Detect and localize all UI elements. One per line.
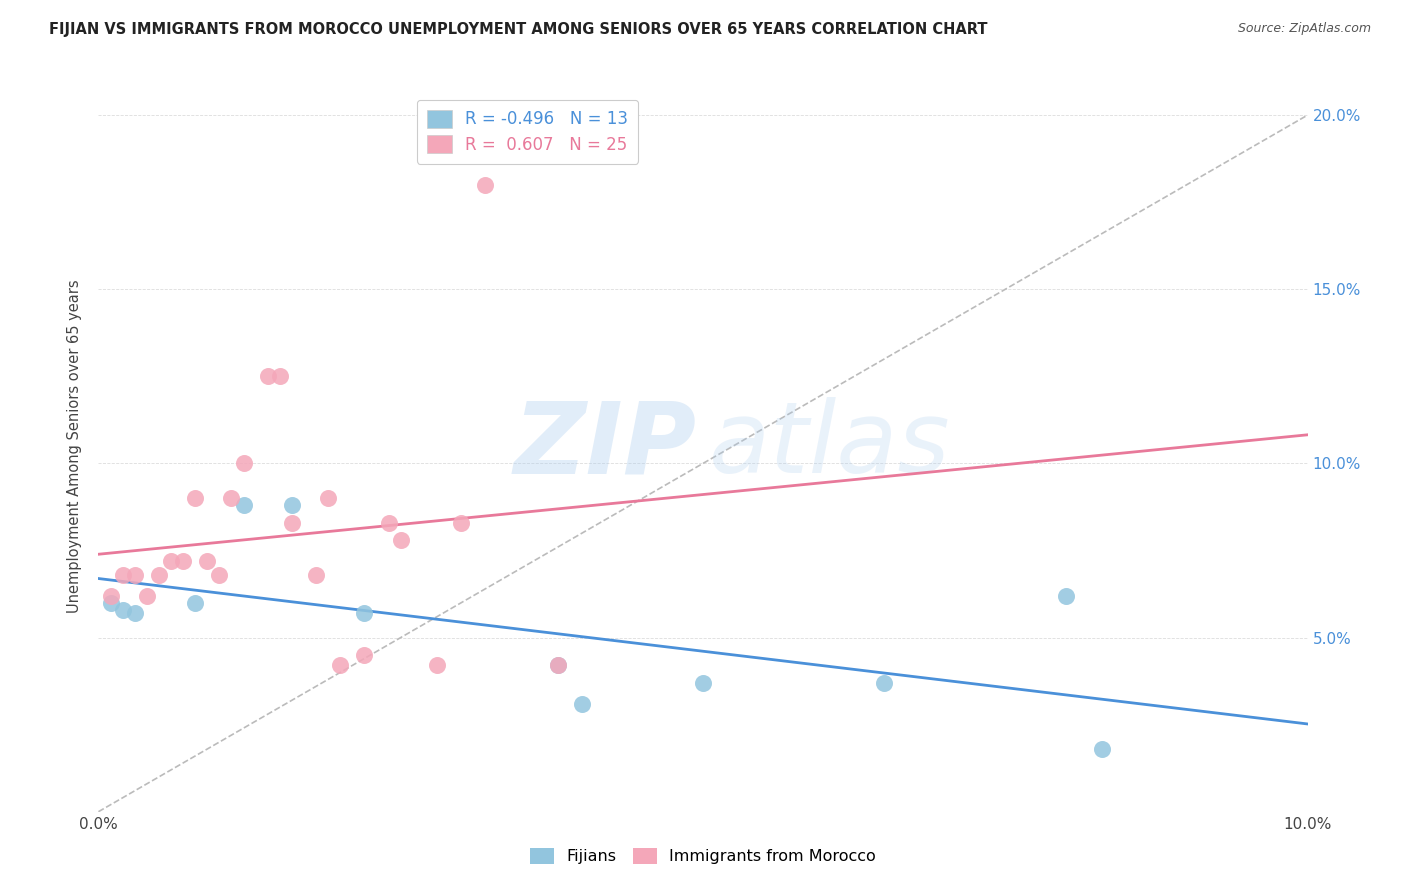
Legend: Fijians, Immigrants from Morocco: Fijians, Immigrants from Morocco [523, 841, 883, 871]
Point [124, 606, 146, 620]
Point [316, 491, 339, 506]
Point [571, 697, 593, 711]
Point [353, 606, 375, 620]
Point [172, 554, 194, 568]
Point [547, 658, 569, 673]
Point [269, 369, 291, 384]
Text: FIJIAN VS IMMIGRANTS FROM MOROCCO UNEMPLOYMENT AMONG SENIORS OVER 65 YEARS CORRE: FIJIAN VS IMMIGRANTS FROM MOROCCO UNEMPL… [49, 22, 987, 37]
Point [111, 567, 134, 582]
Point [100, 596, 122, 610]
Legend: R = -0.496   N = 13, R =  0.607   N = 25: R = -0.496 N = 13, R = 0.607 N = 25 [418, 100, 638, 163]
Text: atlas: atlas [709, 398, 950, 494]
Point [160, 554, 183, 568]
Point [426, 658, 449, 673]
Point [195, 554, 218, 568]
Point [377, 516, 399, 530]
Point [329, 658, 352, 673]
Point [232, 498, 254, 512]
Point [135, 589, 157, 603]
Point [184, 491, 207, 506]
Point [208, 567, 231, 582]
Point [692, 676, 714, 690]
Point [305, 567, 328, 582]
Text: Source: ZipAtlas.com: Source: ZipAtlas.com [1237, 22, 1371, 36]
Point [1054, 589, 1077, 603]
Point [221, 491, 243, 506]
Y-axis label: Unemployment Among Seniors over 65 years: Unemployment Among Seniors over 65 years [67, 279, 83, 613]
Point [1091, 742, 1114, 756]
Point [124, 567, 146, 582]
Point [353, 648, 375, 662]
Text: ZIP: ZIP [515, 398, 697, 494]
Point [474, 178, 496, 192]
Point [100, 589, 122, 603]
Point [232, 457, 254, 471]
Point [547, 658, 569, 673]
Point [281, 516, 304, 530]
Point [111, 603, 134, 617]
Point [148, 567, 170, 582]
Point [389, 533, 412, 547]
Point [281, 498, 304, 512]
Point [256, 369, 278, 384]
Point [873, 676, 896, 690]
Point [184, 596, 207, 610]
Point [450, 516, 472, 530]
